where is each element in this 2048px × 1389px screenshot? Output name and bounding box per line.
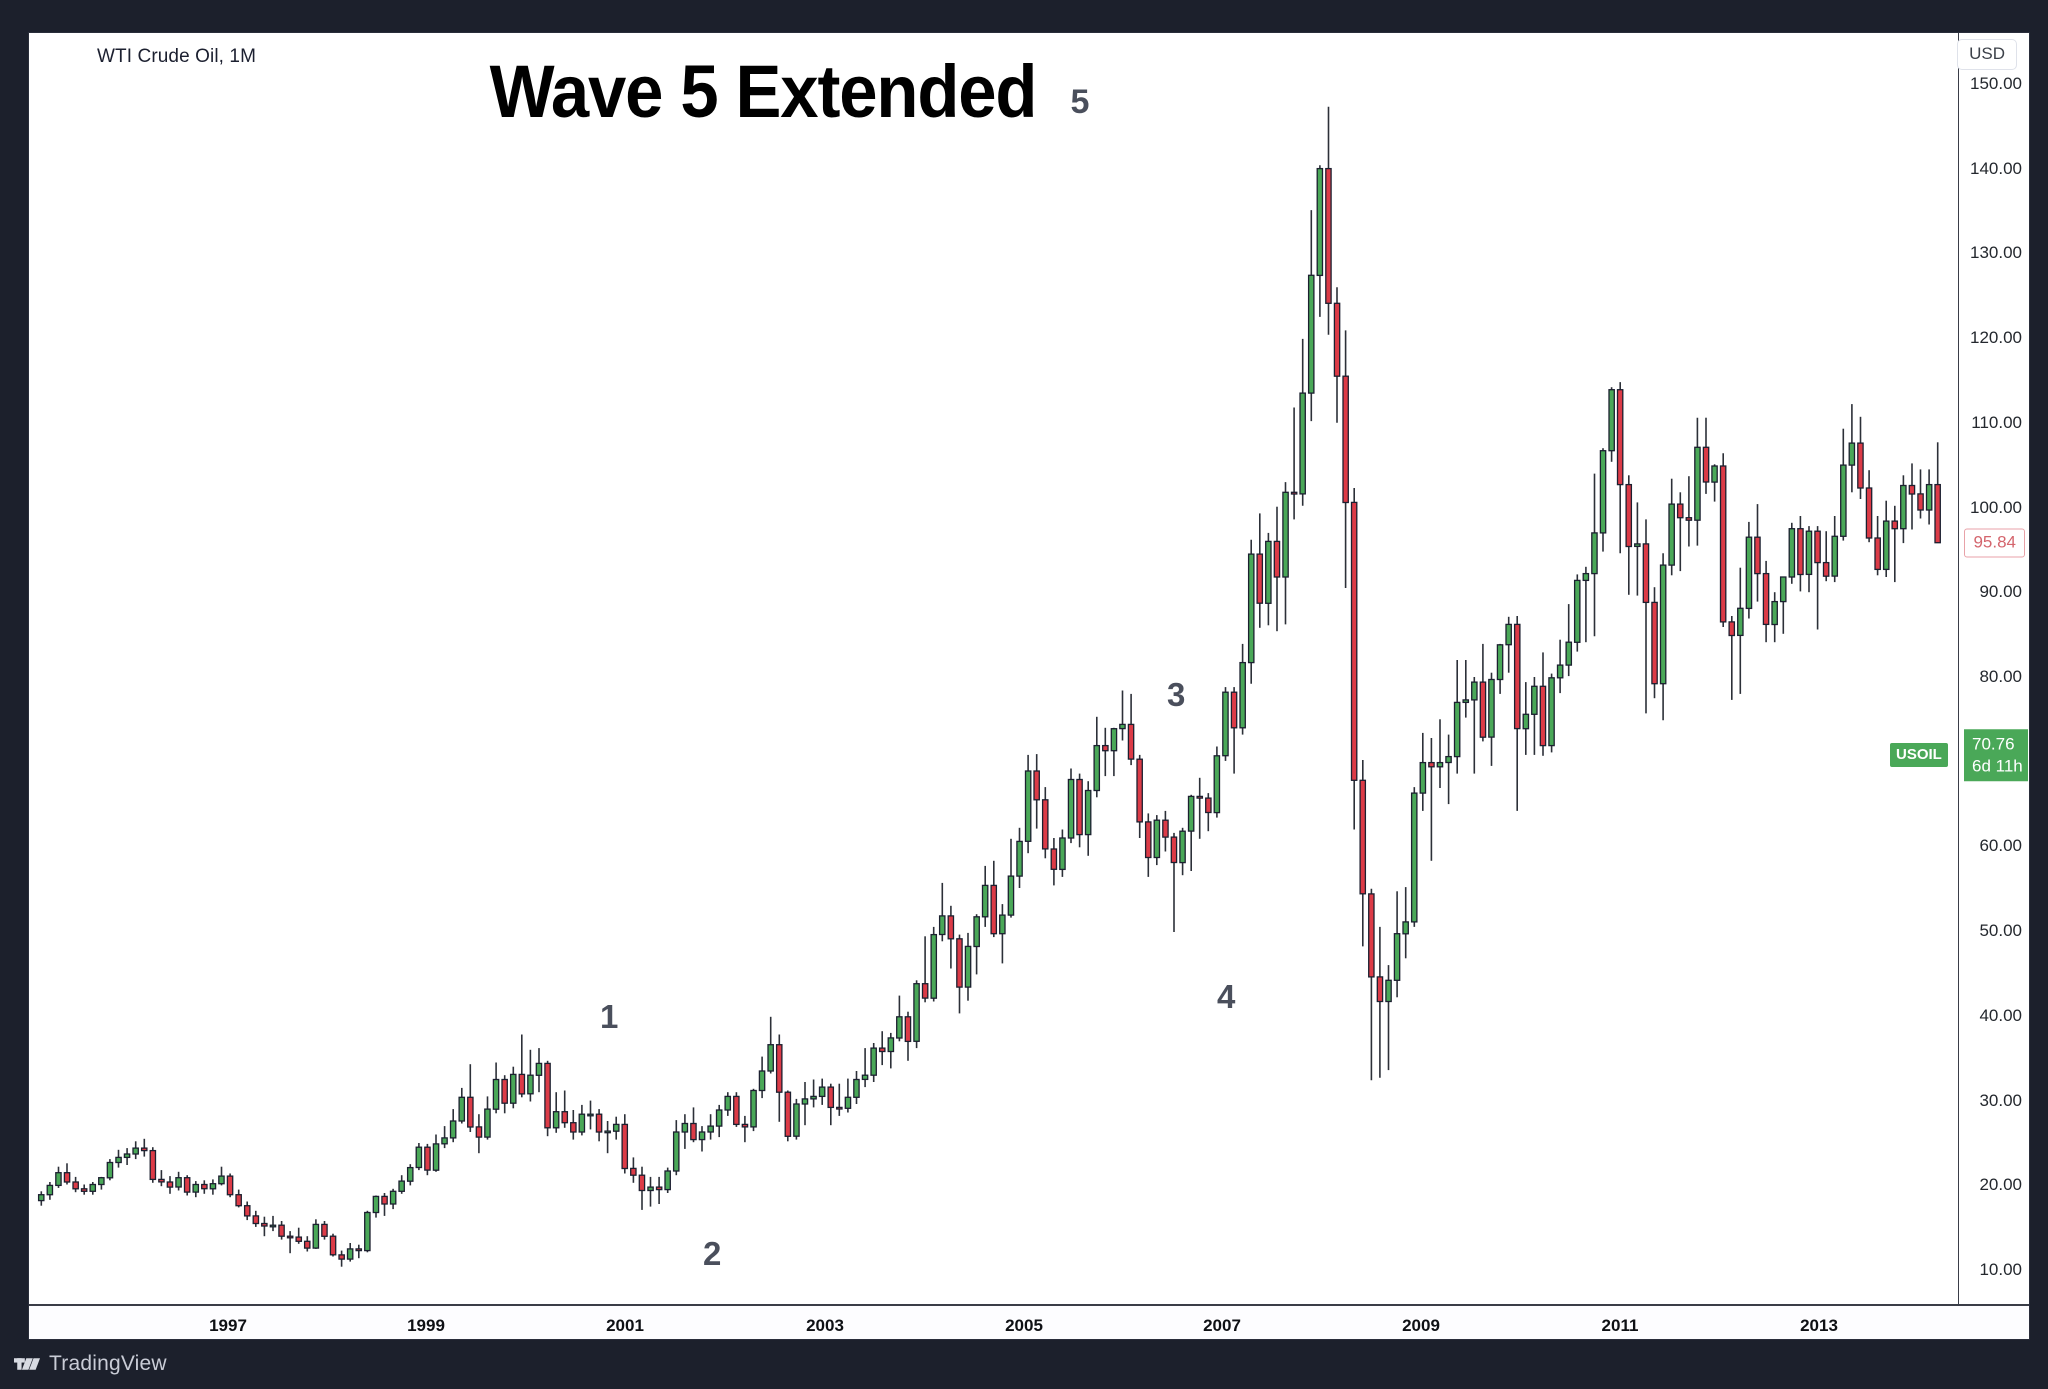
time-tick-1997: 1997 <box>209 1316 247 1335</box>
time-scale[interactable]: 1997 1999 2001 2003 2005 2007 2009 2011 2013 <box>29 1304 2029 1339</box>
price-tick-80: 80.00 <box>1979 666 2022 686</box>
price-tick-100: 100.00 <box>1970 497 2022 517</box>
price-tick-10: 10.00 <box>1979 1260 2022 1280</box>
tradingview-brand[interactable]: TradingView <box>14 1352 167 1376</box>
tradingview-logo-icon <box>14 1358 40 1370</box>
symbol-legend: WTI Crude Oil, 1M <box>97 46 256 67</box>
price-tick-20: 20.00 <box>1979 1175 2022 1195</box>
symbol-tag-usoil: USOIL <box>1890 743 1948 768</box>
price-tick-90: 90.00 <box>1979 582 2022 602</box>
price-tick-120: 120.00 <box>1970 328 2022 348</box>
last-price-badge: 95.84 <box>1964 528 2025 558</box>
wave-label-1: 1 <box>600 998 619 1035</box>
wave-label-2: 2 <box>703 1235 722 1272</box>
current-price-value: 70.76 <box>1972 734 2015 754</box>
price-tick-140: 140.00 <box>1970 158 2022 178</box>
candlestick-series <box>37 106 1941 1267</box>
time-tick-2005: 2005 <box>1005 1316 1043 1335</box>
time-tick-2009: 2009 <box>1402 1316 1440 1335</box>
price-tick-40: 40.00 <box>1979 1005 2022 1025</box>
time-tick-2001: 2001 <box>606 1316 644 1335</box>
bottom-bar: TradingView <box>0 1340 2048 1389</box>
price-tick-130: 130.00 <box>1970 243 2022 263</box>
current-price-badge: 70.76 6d 11h <box>1964 729 2028 782</box>
bar-countdown: 6d 11h <box>1972 755 2023 775</box>
currency-unit-badge[interactable]: USD <box>1957 39 2017 70</box>
time-tick-2003: 2003 <box>806 1316 844 1335</box>
wave-label-3: 3 <box>1167 676 1186 713</box>
price-scale[interactable]: USD 150.00 140.00 130.00 120.00 110.00 100.00… <box>1957 33 2029 1304</box>
tradingview-wordmark: TradingView <box>49 1352 167 1375</box>
time-tick-2013: 2013 <box>1800 1316 1838 1335</box>
price-tick-150: 150.00 <box>1970 73 2022 93</box>
time-tick-2007: 2007 <box>1203 1316 1241 1335</box>
time-tick-1999: 1999 <box>407 1316 445 1335</box>
time-tick-2011: 2011 <box>1601 1316 1639 1335</box>
price-tick-110: 110.00 <box>1971 412 2022 432</box>
price-tick-30: 30.00 <box>1979 1090 2022 1110</box>
price-tick-50: 50.00 <box>1979 921 2022 941</box>
wave-label-4: 4 <box>1217 978 1236 1015</box>
price-tick-60: 60.00 <box>1979 836 2022 856</box>
